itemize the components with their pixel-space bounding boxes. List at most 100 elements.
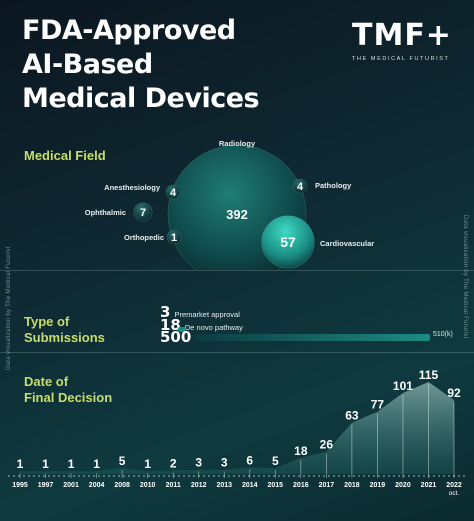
bubble-circle <box>133 202 153 222</box>
bubble-circle <box>261 215 315 269</box>
area-point-2021: 115 2021 <box>419 368 439 489</box>
tick-label: 2014 <box>242 482 258 489</box>
area-point-2013: 3 2013 <box>216 456 232 489</box>
point-value: 1 <box>17 457 24 471</box>
final-decision-area-chart: 1 1995 1 1997 1 2001 1 2004 5 2008 1 2010 2 2011 3 2012… <box>8 368 466 497</box>
tick-label: 2019 <box>370 482 386 489</box>
tick-label: 2017 <box>319 482 335 489</box>
page-title: FDA-Approved AI-Based Medical Devices <box>22 14 260 116</box>
tick-label: 2018 <box>344 482 360 489</box>
area-point-2018: 63 2018 <box>344 409 360 489</box>
bubble-label: Cardiovascular <box>320 239 374 248</box>
submission-value: 18 <box>160 316 181 334</box>
submissions-label: Type of Submissions <box>24 314 105 345</box>
tick-label: 2022 <box>446 482 462 489</box>
area-point-2016: 18 2016 <box>293 444 309 489</box>
tick-label: 2004 <box>89 482 105 489</box>
point-value: 92 <box>447 386 461 400</box>
tick-label: 2012 <box>191 482 207 489</box>
logo-mark: TMF+ <box>352 18 452 53</box>
bar-510k-label: 510(k) <box>433 331 453 338</box>
bubble-label: Ophthalmic <box>85 208 126 217</box>
medical-field-bubble-chart: 392 Radiology 57 Cardiovascular 7 Ophthalmic 4… <box>85 140 374 270</box>
area-point-2004: 1 2004 <box>89 457 105 489</box>
bubble-value: 57 <box>280 234 296 250</box>
submission-value-510k: 500 <box>160 328 192 346</box>
bubble-label: Pathology <box>315 181 352 190</box>
area-point-2001: 1 2001 <box>63 457 79 489</box>
tick-label: 1995 <box>12 482 28 489</box>
bubble-circle <box>292 178 308 194</box>
area-point-2020: 101 2020 <box>393 379 413 489</box>
area-point-1997: 1 1997 <box>38 457 54 489</box>
point-value: 1 <box>93 457 100 471</box>
tick-label-suffix: oct. <box>449 490 460 497</box>
point-value: 3 <box>195 456 202 470</box>
point-value: 6 <box>246 453 253 467</box>
point-value: 5 <box>272 454 279 468</box>
point-value: 26 <box>320 438 334 452</box>
title-line-1: FDA-Approved <box>22 15 236 46</box>
point-value: 1 <box>68 457 75 471</box>
final-decision-label: Date of Final Decision <box>24 374 113 405</box>
bubble-pathology: 4 Pathology <box>292 178 352 194</box>
area-point-2012: 3 2012 <box>191 456 207 489</box>
area-point-1995: 1 1995 <box>12 457 28 489</box>
submission-row-denovo: 18 De novo pathway <box>160 316 243 334</box>
area-point-2008: 5 2008 <box>114 454 130 489</box>
divider-2 <box>0 352 474 353</box>
tick-label: 2015 <box>268 482 284 489</box>
tick-label: 2016 <box>293 482 309 489</box>
submission-value: 3 <box>160 303 171 321</box>
tick-label: 2010 <box>140 482 156 489</box>
logo-subtitle: THE MEDICAL FUTURIST <box>352 56 450 62</box>
tick-label: 2021 <box>421 482 437 489</box>
bubble-value: 4 <box>297 181 304 193</box>
point-value: 1 <box>42 457 49 471</box>
submission-row-premarket: 3 Premarket approval <box>160 303 240 321</box>
point-value: 3 <box>221 456 228 470</box>
area-point-2017: 26 2017 <box>319 438 335 489</box>
tick-label: 2020 <box>395 482 411 489</box>
bubble-ophthalmic: 7 Ophthalmic <box>85 202 153 222</box>
bubble-value: 7 <box>140 207 146 219</box>
bar-denovo <box>178 327 187 332</box>
point-value: 115 <box>419 368 439 382</box>
submission-label: Premarket approval <box>174 310 240 319</box>
area-fill <box>20 382 454 474</box>
medical-field-label: Medical Field <box>24 148 106 163</box>
bubble-value: 4 <box>170 187 177 199</box>
bubble-circle <box>166 229 182 245</box>
tick-label: 2001 <box>63 482 79 489</box>
bubble-value: 1 <box>171 232 177 244</box>
title-line-3: Medical Devices <box>22 83 260 114</box>
tmf-logo: TMF+ THE MEDICAL FUTURIST <box>352 18 452 63</box>
title-line-2: AI-Based <box>22 49 153 80</box>
area-point-2014: 6 2014 <box>242 453 258 489</box>
point-value: 18 <box>294 444 308 458</box>
bar-510k <box>196 334 430 341</box>
area-point-2010: 1 2010 <box>140 457 156 489</box>
point-value: 63 <box>345 409 359 423</box>
tick-label: 2008 <box>114 482 130 489</box>
area-point-2015: 5 2015 <box>268 454 284 489</box>
bubble-circle <box>165 184 181 200</box>
tick-label: 2013 <box>216 482 232 489</box>
tick-label: 2011 <box>166 482 181 489</box>
bubble-cardiovascular: 57 Cardiovascular <box>261 215 374 269</box>
bubble-orthopedic: 1 Orthopedic <box>124 229 182 245</box>
bubble-label: Orthopedic <box>124 233 164 242</box>
bubble-label: Anesthesiology <box>104 183 161 192</box>
point-value: 77 <box>371 398 385 412</box>
point-value: 2 <box>170 456 177 470</box>
divider-1 <box>0 270 474 271</box>
area-point-2011: 2 2011 <box>166 456 181 489</box>
point-value: 5 <box>119 454 126 468</box>
bubble-label: Radiology <box>219 140 256 148</box>
submission-label: De novo pathway <box>184 323 243 332</box>
bubble-anesthesiology: 4 Anesthesiology <box>104 183 181 200</box>
point-value: 101 <box>393 379 413 393</box>
bar-510k-track <box>196 334 430 341</box>
point-value: 1 <box>144 457 151 471</box>
